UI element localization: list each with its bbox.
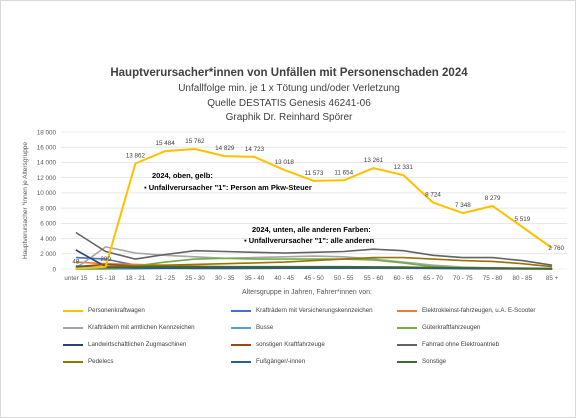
legend-item: Fahrrad ohne Elektroantrieb xyxy=(397,341,499,348)
x-tick-label: 85 + xyxy=(546,275,559,282)
chart-subtitle-2: Quelle DESTATIS Genesis 46241-06 xyxy=(207,98,371,109)
y-tick-label: 8 000 xyxy=(40,205,56,212)
chart-subtitle-3: Graphik Dr. Reinhard Spörer xyxy=(225,112,353,123)
x-tick-label: 60 - 65 xyxy=(393,275,413,282)
annotation-top-heading: 2024, oben, gelb: xyxy=(152,171,213,180)
data-label: 15 762 xyxy=(185,138,205,145)
x-tick-label: 65 - 70 xyxy=(423,275,443,282)
legend-label: Elektrokleinst-fahrzeugen, u.A. E-Scoote… xyxy=(422,307,536,314)
y-tick-label: 16 000 xyxy=(37,145,57,152)
data-label: 13 261 xyxy=(364,157,384,164)
legend-swatch xyxy=(397,326,417,329)
annotation-bottom-text: ▪ Unfallverursacher "1": alle anderen xyxy=(244,236,375,245)
x-tick-label: 75 - 80 xyxy=(483,275,503,282)
y-tick-label: 14 000 xyxy=(37,160,57,167)
legend-item: Krafträdern mit Versicherungskennzeichen xyxy=(231,307,373,314)
legend-label: Krafträdern mit amtlichen Kennzeichen xyxy=(88,324,195,331)
data-label: 15 484 xyxy=(156,140,176,147)
x-tick-label: 18 - 21 xyxy=(126,275,146,282)
x-tick-label: 35 - 40 xyxy=(245,275,265,282)
y-tick-label: 6 000 xyxy=(40,221,56,228)
data-label: 8 279 xyxy=(485,195,501,202)
data-label: 13 018 xyxy=(275,159,295,166)
legend-label: Güterkraftfahrzeugen xyxy=(422,324,481,331)
x-tick-label: 21 - 25 xyxy=(155,275,175,282)
x-tick-label: 25 - 30 xyxy=(185,275,205,282)
series-line xyxy=(75,148,553,270)
legend-item: Pedelecs xyxy=(63,358,113,365)
series-line xyxy=(75,256,553,269)
x-tick-label: 40 - 45 xyxy=(274,275,294,282)
data-label: 11 654 xyxy=(334,169,353,176)
y-tick-label: 18 000 xyxy=(37,129,57,136)
series-line xyxy=(75,265,553,270)
legend-label: Fußgänger/-innen xyxy=(256,358,306,365)
legend-swatch xyxy=(63,343,83,346)
data-label: 14 723 xyxy=(245,146,265,153)
legend-item: Fußgänger/-innen xyxy=(231,358,305,365)
x-tick-label: 50 - 55 xyxy=(334,275,354,282)
x-tick-label: 45 - 50 xyxy=(304,275,324,282)
legend-swatch xyxy=(63,309,83,312)
chart-subtitle-1: Unfallfolge min. je 1 x Tötung und/oder … xyxy=(178,83,400,94)
x-tick-label: 70 - 75 xyxy=(453,275,473,282)
data-label: 14 829 xyxy=(215,145,235,152)
x-tick-label: 15 - 18 xyxy=(96,275,116,282)
annotation-top-text: ▪ Unfallverursacher "1": Person am Pkw-S… xyxy=(144,183,312,192)
legend-item: Elektrokleinst-fahrzeugen, u.A. E-Scoote… xyxy=(397,307,536,314)
legend-label: Fahrrad ohne Elektroantrieb xyxy=(422,341,500,348)
data-label: 7 348 xyxy=(455,202,471,209)
chart-plot: 0 2 000 4 000 6 000 8 000 10 000 12 000 14 000 1… xyxy=(22,129,567,296)
data-label: 290 xyxy=(100,256,111,263)
legend-item: Personenkraftwagen xyxy=(63,307,145,314)
data-label: 48 xyxy=(72,259,80,266)
data-label: 8 724 xyxy=(425,192,441,199)
legend-item: Busse xyxy=(231,324,273,331)
y-axis-title: Hauptverursacher *innen je Altersgruppe xyxy=(22,142,29,259)
series-line xyxy=(75,231,553,266)
legend-label: Personenkraftwagen xyxy=(88,307,145,314)
annotation-bottom-label: Unfallverursacher "1": alle anderen xyxy=(248,236,375,245)
data-label: 5 519 xyxy=(514,216,530,223)
legend-swatch xyxy=(231,326,251,329)
y-tick-label: 12 000 xyxy=(37,175,57,182)
y-tick-label: 0 xyxy=(52,266,56,273)
legend-swatch xyxy=(231,360,251,363)
legend-item: Sonstige xyxy=(397,358,446,365)
y-tick-label: 10 000 xyxy=(37,190,57,197)
x-tick-label: unter 15 xyxy=(64,275,88,282)
legend-label: sonstigen Kraftfahrzeuge xyxy=(256,341,325,348)
chart-title: Hauptverursacher*innen von Unfällen mit … xyxy=(110,67,468,79)
data-label: 13 862 xyxy=(126,152,146,159)
legend-label: Landwirtschaftlichen Zugmaschinen xyxy=(88,341,187,348)
legend-label: Sonstige xyxy=(422,358,447,365)
x-tick-label: 55 - 60 xyxy=(364,275,384,282)
data-label: 11 573 xyxy=(305,170,324,177)
annotation-bottom-heading: 2024, unten, alle anderen Farben: xyxy=(252,225,371,234)
legend-swatch xyxy=(397,360,417,363)
data-label: 12 331 xyxy=(394,164,414,171)
x-axis-title: Altersgruppe in Jahren, Fahrer*innen von… xyxy=(242,289,372,296)
y-tick-label: 4 000 xyxy=(40,236,56,243)
legend-swatch xyxy=(397,343,417,346)
legend-swatch xyxy=(231,309,251,312)
legend-label: Krafträdern mit Versicherungskennzeichen xyxy=(256,307,373,314)
legend-swatch xyxy=(63,326,83,329)
x-tick-label: 30 - 35 xyxy=(215,275,235,282)
legend-item: Krafträdern mit amtlichen Kennzeichen xyxy=(63,324,195,331)
y-tick-label: 2 000 xyxy=(40,251,56,258)
legend-item: Güterkraftfahrzeugen xyxy=(397,324,480,331)
legend-label: Busse xyxy=(256,324,274,331)
legend-swatch xyxy=(231,343,251,346)
legend-item: sonstigen Kraftfahrzeuge xyxy=(231,341,325,348)
legend-swatch xyxy=(397,309,417,312)
legend-swatch xyxy=(63,360,83,363)
x-tick-label: 80 - 85 xyxy=(513,275,533,282)
legend-item: Landwirtschaftlichen Zugmaschinen xyxy=(63,341,186,348)
legend-label: Pedelecs xyxy=(88,358,114,365)
annotation-top-label: Unfallverursacher "1": Person am Pkw-Ste… xyxy=(148,183,312,192)
data-label: 2 760 xyxy=(548,245,564,252)
